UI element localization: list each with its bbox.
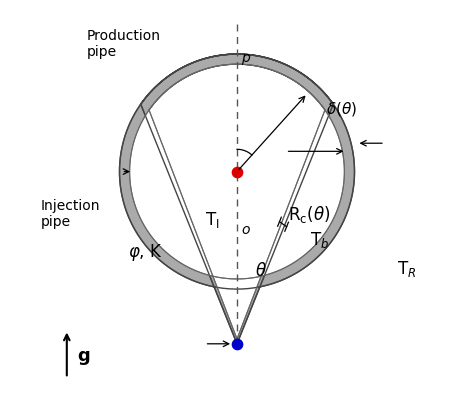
Polygon shape bbox=[129, 64, 345, 339]
Text: T$_b$: T$_b$ bbox=[310, 231, 329, 251]
Text: T$_R$: T$_R$ bbox=[397, 259, 416, 279]
Point bbox=[233, 169, 241, 175]
Text: o: o bbox=[241, 223, 249, 237]
Text: Injection
pipe: Injection pipe bbox=[40, 199, 100, 229]
Polygon shape bbox=[119, 54, 355, 344]
Text: T$_\mathregular{I}$: T$_\mathregular{I}$ bbox=[205, 210, 219, 230]
Text: $\varphi$, K: $\varphi$, K bbox=[128, 242, 162, 263]
Text: $\mathbf{g}$: $\mathbf{g}$ bbox=[77, 349, 90, 367]
Text: R$_\mathrm{c}$($\theta$): R$_\mathrm{c}$($\theta$) bbox=[288, 204, 330, 225]
Text: p: p bbox=[241, 51, 250, 65]
Point bbox=[233, 341, 241, 347]
Text: $\delta(\theta)$: $\delta(\theta)$ bbox=[326, 100, 357, 118]
Text: Production
pipe: Production pipe bbox=[87, 29, 161, 59]
Text: $\theta$: $\theta$ bbox=[255, 262, 267, 280]
